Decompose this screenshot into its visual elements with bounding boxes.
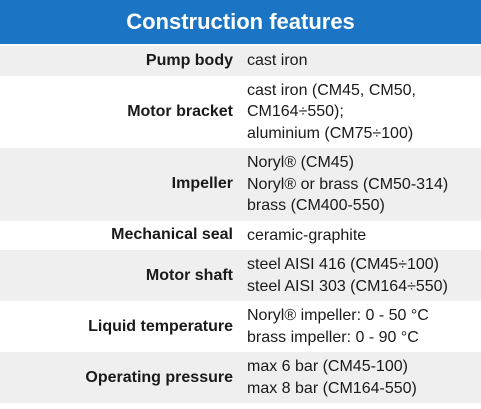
table-row: Motor bracket cast iron (CM45, CM50, CM164… — [0, 76, 481, 149]
table-row: Motor shaft steel AISI 416 (CM45÷100) stee… — [0, 250, 481, 301]
value-line: max 6 bar (CM45-100) — [247, 358, 408, 375]
row-value: steel AISI 416 (CM45÷100) steel AISI 303 … — [247, 254, 448, 297]
table-row: Impeller Noryl® (CM45) Noryl® or brass (CM… — [0, 148, 481, 221]
row-label: Pump body — [145, 51, 233, 69]
row-label: Motor shaft — [145, 266, 233, 284]
row-value: cast iron (CM45, CM50, CM164÷550); alumini… — [247, 80, 416, 145]
row-value: Noryl® (CM45) Noryl® or brass (CM50-314) b… — [247, 152, 448, 217]
value-line: CM164÷550); — [247, 103, 344, 120]
row-value: max 6 bar (CM45-100) max 8 bar (CM164-550… — [247, 356, 417, 399]
value-line: Noryl® impeller: 0 - 50 °C — [247, 307, 429, 324]
value-line: steel AISI 416 (CM45÷100) — [247, 256, 439, 273]
value-line: cast iron — [247, 52, 308, 69]
value-line: cast iron (CM45, CM50, — [247, 81, 416, 99]
value-line: ceramic-graphite — [247, 226, 367, 244]
value-line: Noryl® or brass (CM50-314) — [247, 175, 449, 193]
value-line: Noryl® (CM45) — [247, 154, 354, 171]
value-line: brass impeller: 0 - 90 °C — [247, 328, 419, 346]
value-line: brass (CM400-550) — [247, 197, 385, 214]
row-label: Operating pressure — [85, 368, 233, 386]
row-label: Motor bracket — [127, 102, 233, 120]
row-label: Impeller — [171, 175, 233, 193]
table-row: Liquid temperature Noryl® impeller: 0 - 5… — [0, 301, 481, 352]
value-line: max 8 bar (CM164-550) — [247, 379, 417, 397]
table-row: Pump body cast iron — [0, 46, 481, 76]
row-value: ceramic-graphite — [247, 225, 366, 247]
table-row: Mechanical seal ceramic-graphite — [0, 221, 481, 251]
table-title: Construction features — [0, 0, 481, 44]
table-row: Operating pressure max 6 bar (CM45-100) ma… — [0, 352, 481, 403]
value-line: steel AISI 303 (CM164÷550) — [247, 277, 448, 295]
row-value: cast iron — [247, 50, 307, 72]
row-label: Liquid temperature — [88, 317, 233, 335]
value-line: aluminium (CM75÷100) — [247, 124, 414, 142]
row-label: Mechanical seal — [111, 226, 233, 244]
row-value: Noryl® impeller: 0 - 50 °C brass impeller… — [247, 305, 429, 348]
